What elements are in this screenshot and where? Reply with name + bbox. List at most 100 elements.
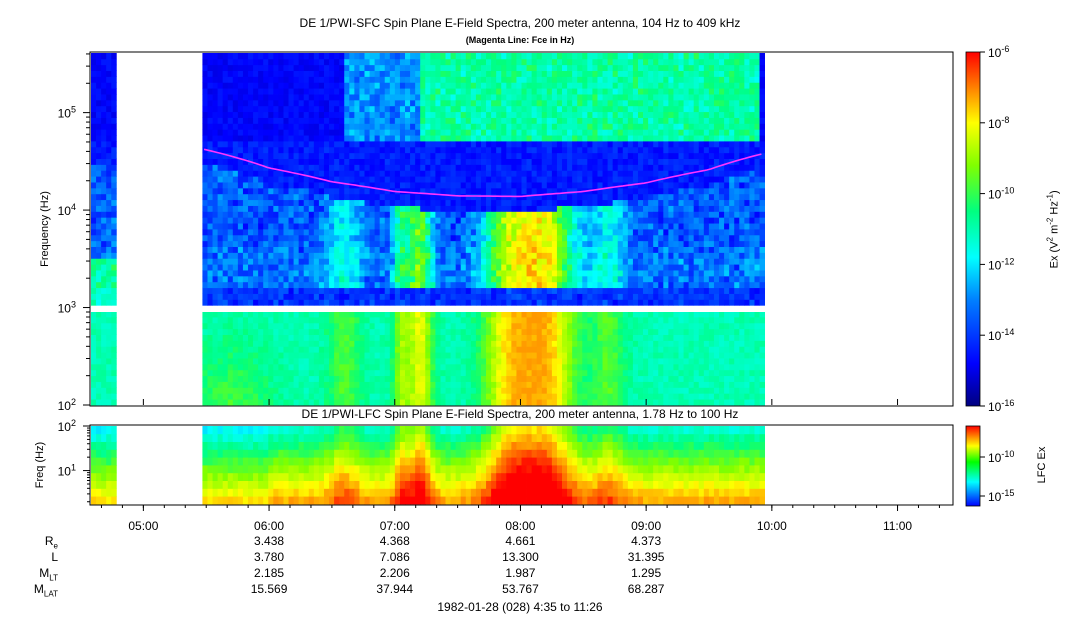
spectrogram-cell xyxy=(572,334,578,341)
spectrogram-cell xyxy=(101,199,107,206)
spectrogram-cell xyxy=(567,281,573,289)
spectrogram-cell xyxy=(425,352,431,359)
spectrogram-cell xyxy=(384,252,391,259)
spectrogram-cell xyxy=(91,363,97,371)
spectrogram-cell xyxy=(546,111,553,118)
spectrogram-cell xyxy=(475,328,482,335)
spectrogram-cell xyxy=(242,317,249,324)
spectrogram-cell xyxy=(506,234,512,242)
spectrogram-cell xyxy=(587,275,593,283)
spectrogram-cell xyxy=(288,217,294,224)
spectrogram-cell xyxy=(521,199,527,206)
spectrogram-cell xyxy=(597,240,603,247)
spectrogram-cell xyxy=(318,322,325,330)
spectrogram-cell xyxy=(602,399,608,406)
spectrogram-cell xyxy=(587,141,593,148)
spectrogram-cell xyxy=(339,88,345,95)
spectrogram-cell xyxy=(111,94,117,101)
spectrogram-cell xyxy=(258,293,264,300)
spectrogram-cell xyxy=(359,187,365,195)
spectrogram-cell xyxy=(399,199,406,206)
spectrogram-cell xyxy=(359,299,365,306)
spectrogram-cell xyxy=(511,170,517,177)
spectrogram-cell xyxy=(602,363,608,371)
spectrogram-cell xyxy=(460,58,467,66)
spectrogram-cell xyxy=(496,399,502,406)
spectrogram-cell xyxy=(567,352,573,359)
spectrogram-cell xyxy=(359,281,365,289)
spectrogram-cell xyxy=(410,229,416,236)
spectrogram-cell xyxy=(455,246,462,253)
spectrogram-cell xyxy=(379,270,386,277)
spectrogram-cell xyxy=(475,182,482,189)
spectrogram-cell xyxy=(399,246,406,253)
spectrogram-cell xyxy=(91,369,97,377)
spectrogram-cell xyxy=(475,375,482,382)
spectrogram-cell xyxy=(491,199,497,206)
spectrogram-cell xyxy=(318,246,325,253)
spectrogram-cell xyxy=(521,53,527,60)
spectrogram-cell xyxy=(465,123,472,130)
spectrogram-cell xyxy=(531,299,538,306)
spectrogram-cell xyxy=(288,275,294,283)
spectrogram-cell xyxy=(415,88,421,95)
spectrogram-cell xyxy=(379,381,386,388)
spectrogram-cell xyxy=(577,363,583,371)
spectrogram-cell xyxy=(420,146,426,154)
spectrogram-cell xyxy=(227,270,234,277)
spectrogram-cell xyxy=(597,82,603,89)
spectrogram-cell xyxy=(425,64,431,71)
spectrogram-cell xyxy=(587,223,593,230)
spectrogram-cell xyxy=(379,94,386,101)
spectrogram-cell xyxy=(440,170,446,177)
spectrogram-cell xyxy=(217,393,224,400)
spectrogram-cell xyxy=(562,293,568,300)
spectrogram-cell xyxy=(506,146,512,154)
spectrogram-cell xyxy=(410,94,416,101)
spectrogram-cell xyxy=(273,240,279,247)
spectrogram-cell xyxy=(253,53,259,60)
spectrogram-cell xyxy=(551,317,558,324)
spectrogram-cell xyxy=(592,363,598,371)
spectrogram-cell xyxy=(227,358,234,365)
spectrogram-cell xyxy=(501,94,507,101)
spectrogram-cell xyxy=(572,111,578,118)
spectrogram-cell xyxy=(475,70,482,77)
spectrogram-cell xyxy=(329,217,335,224)
spectrogram-cell xyxy=(399,193,406,201)
spectrogram-cell xyxy=(207,135,213,142)
spectrogram-cell xyxy=(592,111,598,118)
spectrogram-cell xyxy=(293,199,300,206)
spectrogram-cell xyxy=(582,281,588,289)
spectrogram-cell xyxy=(562,193,568,201)
spectrogram-cell xyxy=(268,64,274,71)
spectrogram-cell xyxy=(101,123,107,130)
spectrogram-cell xyxy=(248,317,254,324)
spectrogram-cell xyxy=(389,105,396,113)
spectrogram-cell xyxy=(293,258,300,265)
spectrogram-cell xyxy=(526,152,533,159)
spectrogram-cell xyxy=(313,205,320,212)
spectrogram-cell xyxy=(582,352,588,359)
spectrogram-cell xyxy=(491,399,497,406)
spectrogram-cell xyxy=(521,146,527,154)
spectrogram-cell xyxy=(344,264,350,271)
spectrogram-cell xyxy=(349,234,355,242)
spectrogram-cell xyxy=(526,58,533,66)
spectrogram-cell xyxy=(541,223,548,230)
spectrogram-cell xyxy=(536,352,543,359)
spectrogram-cell xyxy=(541,317,548,324)
spectrogram-cell xyxy=(349,328,355,335)
spectrogram-cell xyxy=(415,270,421,277)
spectrogram-cell xyxy=(506,346,512,353)
spectrogram-cell xyxy=(562,240,568,247)
spectrogram-cell xyxy=(303,275,310,283)
spectrogram-cell xyxy=(577,193,583,201)
spectrogram-cell xyxy=(501,299,507,306)
spectrogram-cell xyxy=(248,270,254,277)
spectrogram-cell xyxy=(253,281,259,289)
spectrogram-cell xyxy=(475,211,482,218)
spectrogram-cell xyxy=(526,340,533,347)
spectrogram-cell xyxy=(344,211,350,218)
spectrogram-cell xyxy=(496,199,502,206)
